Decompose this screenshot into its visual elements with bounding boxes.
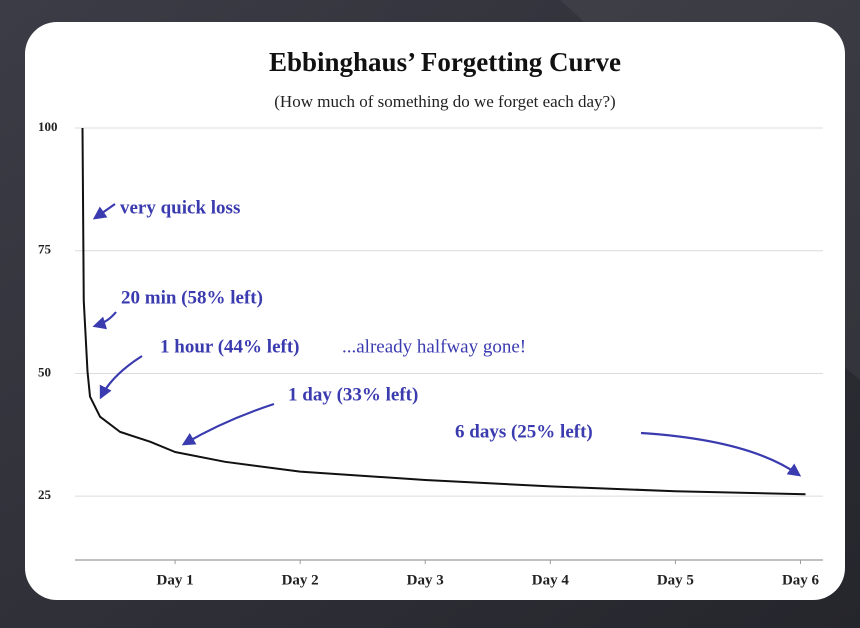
arrow xyxy=(99,355,143,400)
y-tick-label: 100 xyxy=(38,119,58,134)
x-tick-label: Day 3 xyxy=(407,572,444,588)
chart-card xyxy=(25,22,845,600)
x-tick-label: Day 5 xyxy=(657,572,694,588)
arrow xyxy=(181,402,275,446)
arrow xyxy=(92,203,116,220)
annotation: 20 min (58% left) xyxy=(121,287,263,308)
y-tick-label: 25 xyxy=(38,487,52,502)
chart-title: Ebbinghaus’ Forgetting Curve xyxy=(269,47,621,77)
arrow xyxy=(640,431,802,477)
x-tick-label: Day 6 xyxy=(782,572,820,588)
annotation: very quick loss xyxy=(120,197,240,218)
annotation: 1 hour (44% left) xyxy=(160,336,300,357)
x-tick-label: Day 4 xyxy=(532,572,570,588)
x-tick-label: Day 1 xyxy=(157,572,194,588)
annotation: 6 days (25% left) xyxy=(455,421,593,442)
arrow xyxy=(92,311,117,330)
y-tick-label: 50 xyxy=(38,364,51,379)
annotation: 1 day (33% left) xyxy=(288,384,418,405)
chart-subtitle: (How much of something do we forget each… xyxy=(274,92,615,111)
annotation: ...already halfway gone! xyxy=(342,336,526,357)
annotation-arrows xyxy=(92,203,802,477)
x-tick-label: Day 2 xyxy=(282,572,319,588)
curve xyxy=(81,127,806,496)
y-tick-label: 75 xyxy=(38,242,52,257)
